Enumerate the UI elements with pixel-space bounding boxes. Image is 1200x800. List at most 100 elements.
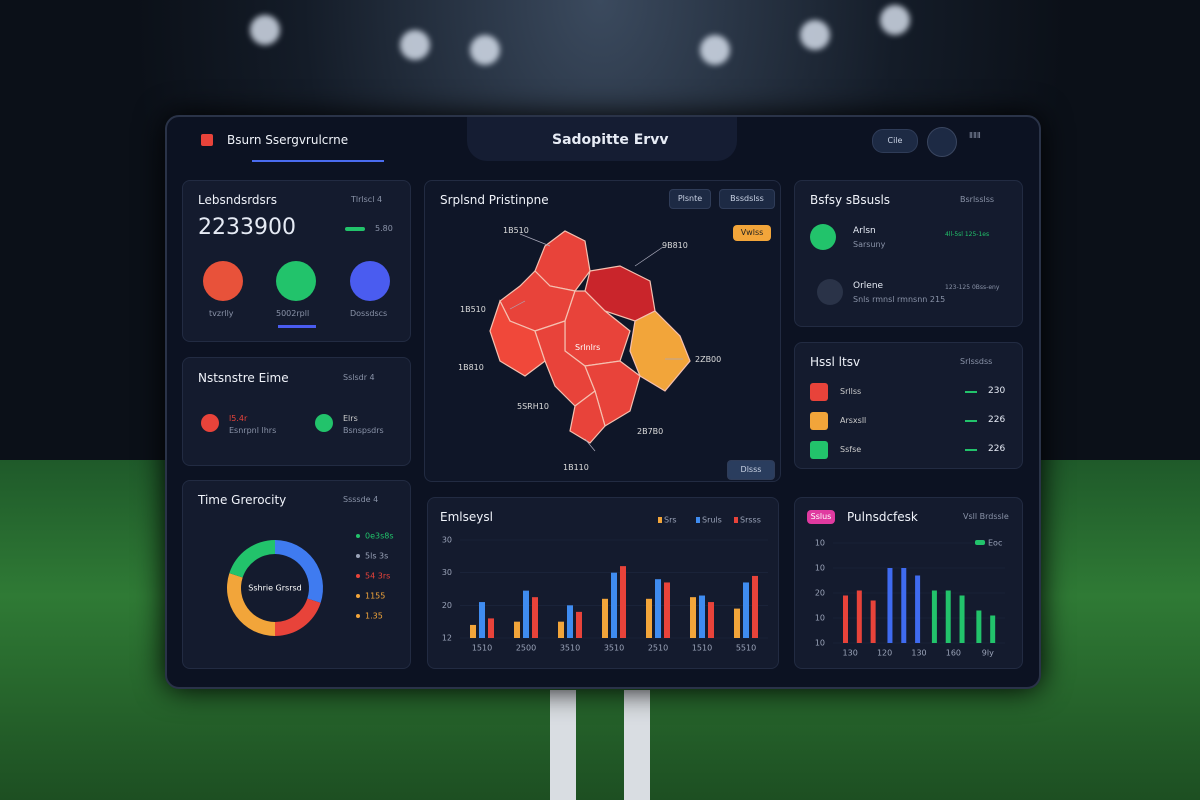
bar	[699, 595, 705, 638]
y-tick-label: 10	[815, 614, 825, 623]
dashboard: Bsurn Ssergvrulcrne Sadopitte Ervv Cile …	[165, 115, 1041, 689]
status-label: l5.4r	[229, 414, 248, 423]
map-label: 1B510	[460, 305, 486, 314]
bar	[558, 621, 564, 638]
alert-label: Arlsn	[853, 226, 876, 236]
x-tick-label: 130	[843, 649, 858, 658]
legend-swatch	[658, 517, 662, 523]
row-value: 230	[988, 386, 1006, 396]
x-tick-label: 2510	[648, 644, 668, 653]
card-title: Bsfsy sBsusls	[810, 193, 891, 207]
icon	[201, 414, 219, 432]
icon[interactable]	[350, 261, 390, 301]
trend	[965, 420, 977, 422]
icon	[810, 383, 828, 401]
bar-card: Sslus Pulnsdcfesk Vsll Brdssle 10 10 20 10 1…	[794, 497, 1023, 669]
underline	[278, 325, 316, 328]
list-card: Hssl ltsv Srlssdss Srllss 230 Arsxsll 22…	[794, 342, 1023, 469]
map-button[interactable]: Dlsss	[727, 460, 775, 480]
x-tick-label: 5510	[736, 644, 756, 653]
y-tick-label: 20	[442, 601, 452, 610]
donut-chart: Sshrie Grsrsd 0e3s8s 5ls 3s 54 3rs 1155 1.35	[227, 532, 394, 636]
bar	[488, 618, 494, 638]
light	[700, 35, 730, 65]
legend-label: 0e3s8s	[365, 532, 394, 541]
legend-dot	[356, 594, 360, 598]
menu[interactable]: ⅡⅡⅡ	[969, 131, 981, 140]
icon[interactable]	[276, 261, 316, 301]
map-center-label: Srlnlrs	[575, 343, 601, 352]
badge: Vwlss	[733, 225, 771, 241]
avatar[interactable]	[927, 127, 957, 157]
bar	[752, 575, 758, 638]
donut-segment	[275, 540, 323, 603]
light	[470, 35, 500, 65]
region	[489, 299, 546, 377]
bar	[887, 568, 893, 643]
x-tick-label: 130	[911, 649, 926, 658]
y-tick-label: 10	[815, 539, 825, 548]
y-tick-label: 10	[815, 564, 825, 573]
light	[800, 20, 830, 50]
kpi-value: 2233900	[198, 215, 296, 240]
map-card: Srplsnd Pristinpne Plsnte Bssdslss Vwlss…	[424, 180, 781, 482]
light	[400, 30, 430, 60]
bar	[843, 595, 848, 643]
card-meta: Bsrlsslss	[960, 195, 995, 204]
chart-title: Pulnsdcfesk	[847, 510, 918, 524]
status-card: Nstsnstre Eime Sslsdr 4 l5.4r Esnrpnl lh…	[182, 357, 411, 466]
kpi-small: 5.80	[375, 224, 393, 233]
bar	[567, 605, 573, 638]
region	[569, 389, 606, 444]
trend	[965, 391, 977, 393]
legend-label: 1155	[365, 592, 385, 601]
x-tick-label: 3510	[604, 644, 624, 653]
map-label: 5SRH10	[517, 402, 549, 411]
kpi-card: Lebsndsrdsrs Tlrlscl 4 2233900 5.80 tvzr…	[182, 180, 411, 342]
pole	[550, 690, 576, 800]
button[interactable]: Cile	[872, 129, 918, 153]
card-title: Nstsnstre Eime	[198, 371, 289, 385]
alert-right: 123-125 0Bss-eny	[945, 284, 1000, 291]
card-meta: Srlssdss	[960, 357, 993, 366]
tab-underline	[252, 160, 384, 162]
status-sub: Esnrpnl lhrs	[229, 426, 277, 435]
leader	[509, 300, 526, 310]
legend-label: 5ls 3s	[365, 552, 388, 561]
legend-dot	[356, 614, 360, 618]
map-label: 2ZB00	[695, 355, 722, 364]
y-tick-label: 30	[442, 536, 452, 545]
bar	[655, 579, 661, 638]
legend-dot	[356, 574, 360, 578]
y-tick-label: 10	[815, 639, 825, 648]
card-meta: Vsll Brdssle	[963, 512, 1009, 521]
bar-chart: 12 20 30 30 1510 2500 3510 3510 2510 1510 5510 Srs S…	[442, 516, 768, 653]
legend-dot	[356, 534, 360, 538]
donut-segment	[227, 573, 275, 636]
bar	[743, 582, 749, 638]
card-title: Lebsndsrdsrs	[198, 193, 277, 207]
alerts-card: Bsfsy sBsusls Bsrlsslss Arlsn Sarsuny 4l…	[794, 180, 1023, 327]
alert-sub: Snls rmnsl rmnsnn 215	[853, 295, 946, 304]
leader	[634, 246, 664, 267]
donut-segment	[229, 540, 275, 578]
bar	[990, 615, 996, 643]
bar	[901, 568, 907, 643]
trend	[965, 449, 977, 451]
bar	[611, 572, 617, 638]
region	[629, 310, 691, 392]
map-button[interactable]: Bssdslss	[719, 189, 775, 209]
alert-label: Orlene	[853, 281, 884, 291]
light	[880, 5, 910, 35]
bar	[576, 611, 582, 638]
icon[interactable]	[203, 261, 243, 301]
card-title: Hssl ltsv	[810, 355, 861, 369]
bar	[646, 598, 652, 638]
x-tick-label: 1510	[472, 644, 492, 653]
card-meta: Tlrlscl 4	[351, 195, 383, 204]
map-button[interactable]: Plsnte	[669, 189, 711, 209]
bar	[523, 590, 529, 638]
icon	[817, 279, 843, 305]
card-meta: Sslsdr 4	[343, 373, 375, 382]
